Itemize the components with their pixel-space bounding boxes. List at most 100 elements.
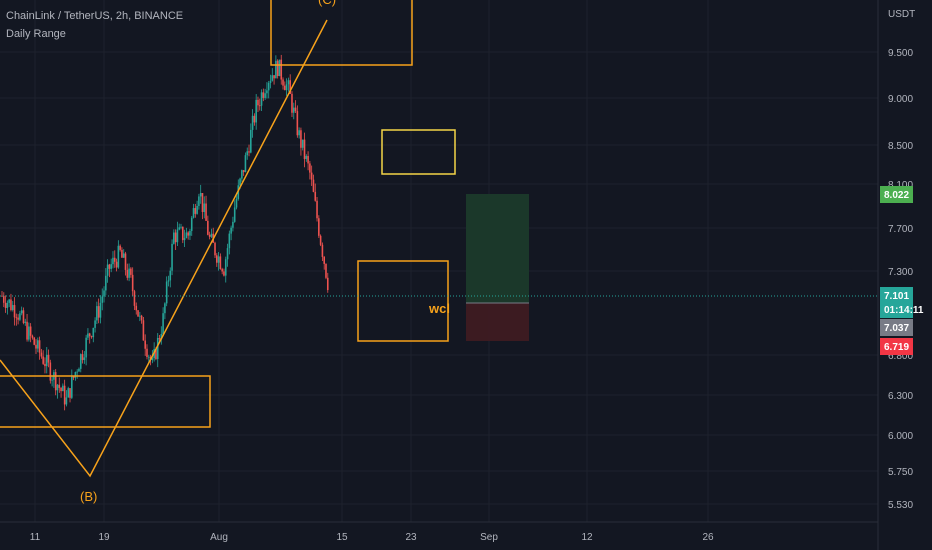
candle-body-62 bbox=[112, 257, 114, 265]
candle-body-104 bbox=[187, 232, 189, 236]
candle-body-35 bbox=[63, 385, 66, 405]
wave-b-label: (B) bbox=[80, 489, 97, 504]
candle-body-22 bbox=[40, 352, 43, 357]
candle-body-152 bbox=[273, 75, 275, 79]
candle-body-33 bbox=[60, 387, 62, 392]
x-tick-7: 26 bbox=[702, 532, 714, 543]
candle-body-70 bbox=[126, 269, 129, 278]
candle-body-76 bbox=[137, 310, 139, 317]
candle-body-23 bbox=[42, 356, 44, 364]
y-tick-9: 5.750 bbox=[888, 467, 913, 478]
candle-body-41 bbox=[74, 372, 77, 378]
candle-body-154 bbox=[276, 60, 279, 77]
gray-price-label: 7.037 bbox=[884, 323, 909, 334]
candle-body-108 bbox=[194, 208, 197, 214]
candle-body-137 bbox=[246, 151, 249, 156]
candle-body-31 bbox=[56, 384, 59, 391]
candle-body-127 bbox=[228, 233, 231, 249]
candle-body-8 bbox=[15, 317, 18, 319]
gray-price-badge bbox=[880, 319, 913, 336]
candle-body-69 bbox=[124, 253, 127, 270]
candle-body-59 bbox=[106, 264, 109, 276]
candle-body-14 bbox=[26, 321, 28, 340]
x-tick-1: 19 bbox=[98, 532, 110, 543]
candle-body-146 bbox=[262, 92, 265, 98]
candle-body-45 bbox=[81, 354, 84, 361]
candle-body-74 bbox=[133, 291, 136, 306]
candle-body-167 bbox=[300, 130, 302, 148]
stop-loss-badge bbox=[880, 338, 913, 355]
candle-body-113 bbox=[203, 203, 206, 212]
position-loss-zone bbox=[466, 303, 529, 341]
candle-body-121 bbox=[217, 256, 220, 263]
candle-body-174 bbox=[312, 179, 315, 192]
candle-body-134 bbox=[241, 170, 243, 179]
x-tick-3: 15 bbox=[336, 532, 348, 543]
candle-body-48 bbox=[87, 333, 89, 338]
candle-body-39 bbox=[71, 376, 73, 398]
y-tick-2: 8.500 bbox=[888, 141, 913, 152]
candle-body-30 bbox=[54, 372, 57, 391]
candle-body-81 bbox=[146, 348, 148, 358]
candle-body-90 bbox=[162, 313, 164, 335]
candle-body-175 bbox=[314, 191, 317, 201]
candle-body-28 bbox=[51, 379, 53, 381]
candle-body-11 bbox=[20, 310, 23, 314]
candle-body-106 bbox=[190, 217, 193, 231]
candle-body-26 bbox=[47, 354, 50, 363]
candle-body-181 bbox=[325, 263, 327, 278]
candle-body-16 bbox=[29, 326, 32, 336]
x-tick-5: Sep bbox=[480, 532, 498, 543]
candle-body-141 bbox=[253, 115, 256, 123]
candle-body-42 bbox=[76, 371, 78, 373]
current-price-badge bbox=[880, 287, 913, 318]
candle-body-138 bbox=[248, 151, 250, 153]
candle-body-43 bbox=[78, 368, 80, 372]
candle-body-71 bbox=[128, 268, 130, 278]
candle-body-172 bbox=[309, 163, 311, 173]
candle-body-20 bbox=[37, 340, 39, 349]
candle-body-153 bbox=[275, 60, 277, 79]
candle-body-130 bbox=[233, 207, 236, 222]
candle-body-67 bbox=[121, 249, 123, 258]
x-tick-6: 12 bbox=[581, 532, 593, 543]
y-tick-5: 7.300 bbox=[888, 267, 913, 278]
candle-body-66 bbox=[119, 245, 121, 250]
candle-body-164 bbox=[294, 107, 297, 112]
x-tick-2: Aug bbox=[210, 532, 228, 543]
candle-body-13 bbox=[24, 321, 27, 323]
candle-body-68 bbox=[122, 253, 125, 258]
y-tick-7: 6.300 bbox=[888, 391, 913, 402]
y-tick-6: 6.800 bbox=[888, 351, 913, 362]
candle-body-147 bbox=[264, 93, 266, 98]
candle-body-1 bbox=[2, 295, 5, 303]
candle-body-162 bbox=[291, 93, 293, 113]
candle-body-142 bbox=[255, 99, 257, 123]
candle-body-94 bbox=[169, 270, 172, 281]
candle-body-17 bbox=[31, 335, 34, 338]
candle-body-126 bbox=[226, 248, 229, 260]
candle-body-87 bbox=[156, 338, 159, 359]
current-price-label: 7.101 bbox=[884, 291, 909, 302]
candle-body-105 bbox=[189, 230, 191, 236]
wcl-box bbox=[357, 260, 449, 342]
candle-body-32 bbox=[58, 384, 61, 388]
candle-body-89 bbox=[160, 334, 163, 340]
candle-body-21 bbox=[38, 340, 41, 353]
wave-lines bbox=[0, 19, 328, 478]
candle-body-5 bbox=[10, 299, 12, 311]
candle-body-165 bbox=[296, 111, 299, 136]
indicator-label: Daily Range bbox=[6, 28, 66, 40]
y-tick-4: 7.700 bbox=[888, 224, 913, 235]
candle-body-178 bbox=[319, 235, 322, 245]
candle-body-111 bbox=[199, 193, 202, 197]
candle-body-143 bbox=[257, 99, 259, 106]
candle-body-2 bbox=[4, 302, 7, 308]
take-profit-badge bbox=[880, 186, 913, 203]
candle-body-117 bbox=[210, 233, 213, 237]
candle-body-60 bbox=[108, 264, 111, 269]
candle-body-73 bbox=[131, 274, 134, 292]
candle-body-91 bbox=[164, 303, 166, 314]
